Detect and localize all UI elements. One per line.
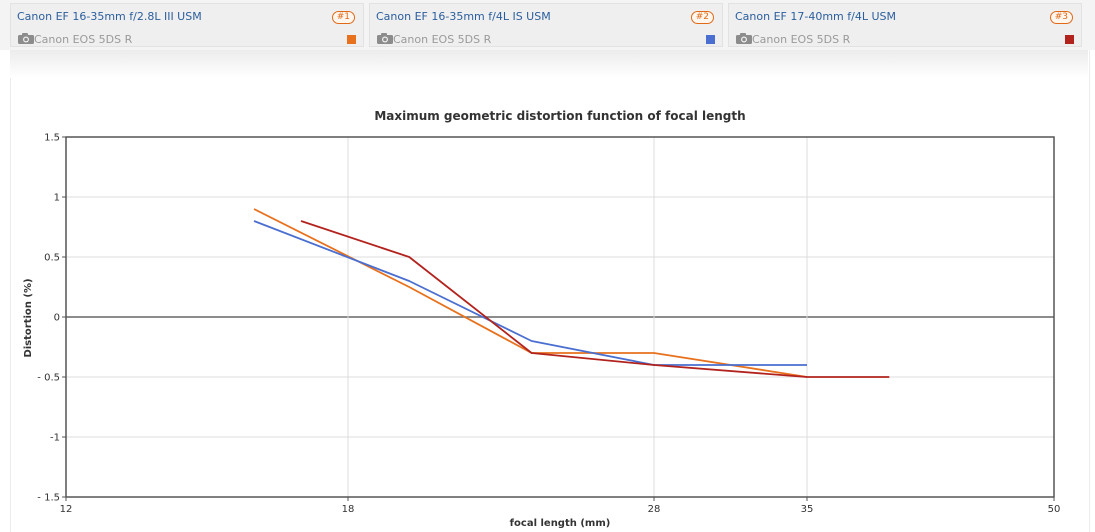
lens-name[interactable]: Canon EF 16-35mm f/4L IS USM	[376, 10, 551, 23]
chart-panel	[10, 50, 1090, 532]
series-line-2	[253, 220, 807, 366]
y-tick-label: - 1.5	[37, 493, 60, 504]
lens-badge[interactable]: #3	[1049, 11, 1073, 24]
camera-name: Canon EOS 5DS R	[393, 33, 492, 46]
y-tick-label: 1	[54, 193, 60, 204]
camera-name: Canon EOS 5DS R	[34, 33, 133, 46]
chart-panel-shade	[10, 50, 1088, 78]
lens-card-1[interactable]: Canon EF 16-35mm f/2.8L III USM #1 Canon…	[10, 3, 364, 47]
lens-badge[interactable]: #1	[331, 11, 355, 24]
lens-name[interactable]: Canon EF 16-35mm f/2.8L III USM	[17, 10, 202, 23]
x-tick-label: 50	[1048, 504, 1061, 515]
camera-icon	[18, 33, 34, 44]
lens-card-3[interactable]: Canon EF 17-40mm f/4L USM #3 Canon EOS 5…	[728, 3, 1082, 47]
y-tick-label: 0	[54, 313, 60, 324]
x-axis-label: focal length (mm)	[510, 518, 611, 529]
x-tick-label: 12	[60, 504, 73, 515]
camera-icon	[736, 33, 752, 44]
lens-badge[interactable]: #2	[690, 11, 714, 24]
series-line-3	[300, 220, 890, 378]
y-axis-label: Distortion (%)	[23, 278, 34, 357]
chart-series-group	[253, 208, 890, 378]
y-tick-label: -1	[50, 433, 60, 444]
camera-name: Canon EOS 5DS R	[752, 33, 851, 46]
lens-card-2[interactable]: Canon EF 16-35mm f/4L IS USM #2 Canon EO…	[369, 3, 723, 47]
chart-title: Maximum geometric distortion function of…	[374, 109, 745, 123]
plot-border	[65, 136, 1055, 498]
series-color-swatch	[706, 35, 715, 44]
lens-comparison-bar: Canon EF 16-35mm f/2.8L III USM #1 Canon…	[0, 0, 1095, 50]
x-tick-label: 28	[648, 504, 661, 515]
series-color-swatch	[1065, 35, 1074, 44]
lens-name[interactable]: Canon EF 17-40mm f/4L USM	[735, 10, 896, 23]
x-tick-label: 18	[342, 504, 355, 515]
y-tick-label: 1.5	[44, 133, 60, 144]
chart-axes: 1.5 1 0.5 0 - 0.5 -1 - 1.512 18 28 35 50	[37, 133, 1060, 516]
x-tick-label: 35	[801, 504, 814, 515]
camera-icon	[377, 33, 393, 44]
y-tick-label: 0.5	[44, 253, 60, 264]
chart-grid	[65, 136, 1055, 498]
y-tick-label: - 0.5	[37, 373, 60, 384]
series-color-swatch	[347, 35, 356, 44]
